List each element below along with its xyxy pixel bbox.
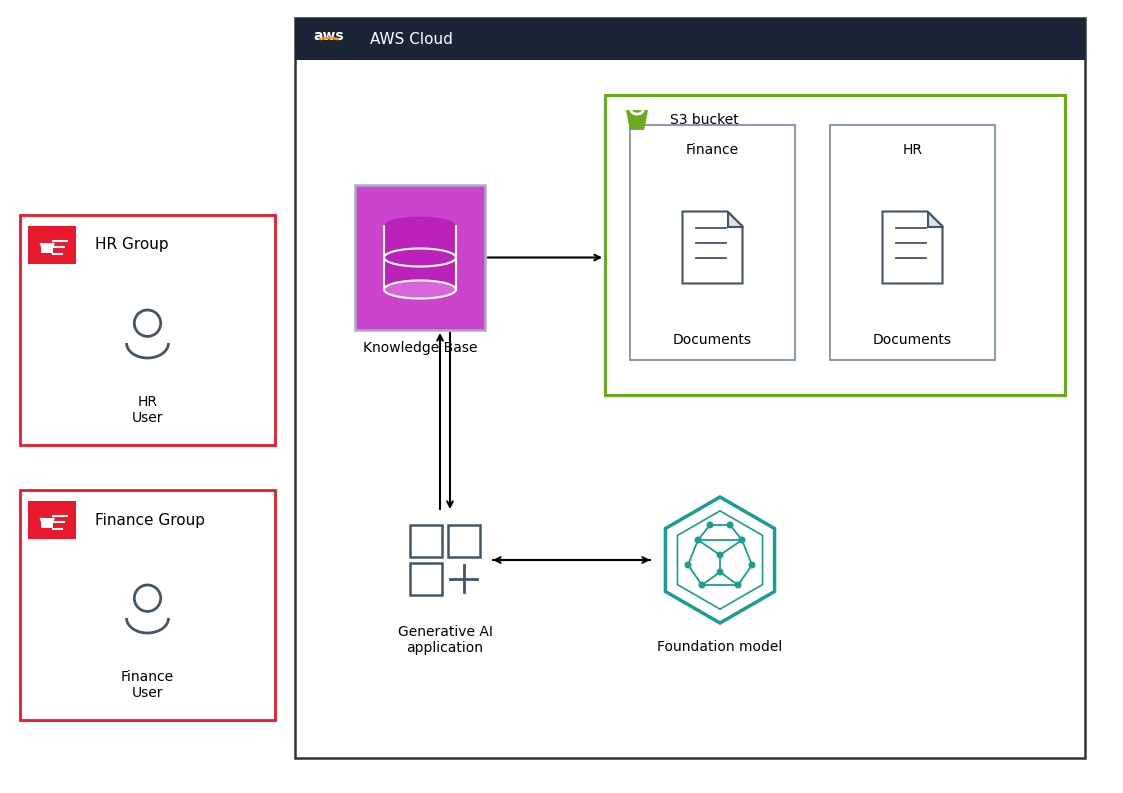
- Bar: [830, 125, 995, 360]
- Bar: [20, 490, 275, 720]
- Bar: [295, 18, 1085, 758]
- Text: HR Group: HR Group: [95, 237, 168, 252]
- Circle shape: [727, 522, 733, 528]
- Circle shape: [734, 581, 741, 588]
- Text: Documents: Documents: [673, 333, 752, 347]
- Text: Documents: Documents: [873, 333, 952, 347]
- Circle shape: [706, 522, 713, 528]
- Bar: [630, 125, 795, 360]
- Text: Generative AI
application: Generative AI application: [398, 625, 493, 655]
- Bar: [355, 185, 485, 330]
- Text: HR
User: HR User: [131, 395, 163, 425]
- Circle shape: [716, 569, 723, 576]
- Polygon shape: [883, 212, 942, 284]
- Circle shape: [716, 551, 723, 558]
- Bar: [20, 215, 275, 445]
- Text: Foundation model: Foundation model: [657, 640, 783, 654]
- Text: Finance: Finance: [686, 143, 739, 157]
- Bar: [28, 226, 76, 264]
- Polygon shape: [928, 212, 942, 227]
- Circle shape: [739, 537, 746, 543]
- Bar: [605, 95, 1065, 395]
- Polygon shape: [626, 110, 648, 130]
- Text: aws: aws: [313, 29, 345, 44]
- Circle shape: [749, 561, 756, 569]
- Circle shape: [699, 581, 705, 588]
- Text: HR: HR: [903, 143, 922, 157]
- Text: Knowledge Base: Knowledge Base: [363, 341, 477, 355]
- Ellipse shape: [384, 216, 456, 235]
- Bar: [384, 225, 456, 289]
- Bar: [410, 563, 442, 595]
- Text: S3 bucket: S3 bucket: [670, 113, 739, 127]
- Text: Finance
User: Finance User: [121, 670, 174, 700]
- Bar: [448, 525, 480, 557]
- Text: AWS Cloud: AWS Cloud: [369, 32, 453, 47]
- Circle shape: [685, 561, 692, 569]
- Ellipse shape: [384, 281, 456, 298]
- Polygon shape: [728, 212, 742, 227]
- Bar: [295, 18, 1085, 60]
- Bar: [42, 518, 53, 527]
- Bar: [303, 23, 355, 55]
- Circle shape: [694, 537, 702, 543]
- Bar: [28, 501, 76, 538]
- Bar: [410, 525, 442, 557]
- Text: Finance Group: Finance Group: [95, 512, 206, 527]
- Bar: [42, 243, 53, 253]
- Polygon shape: [683, 212, 742, 284]
